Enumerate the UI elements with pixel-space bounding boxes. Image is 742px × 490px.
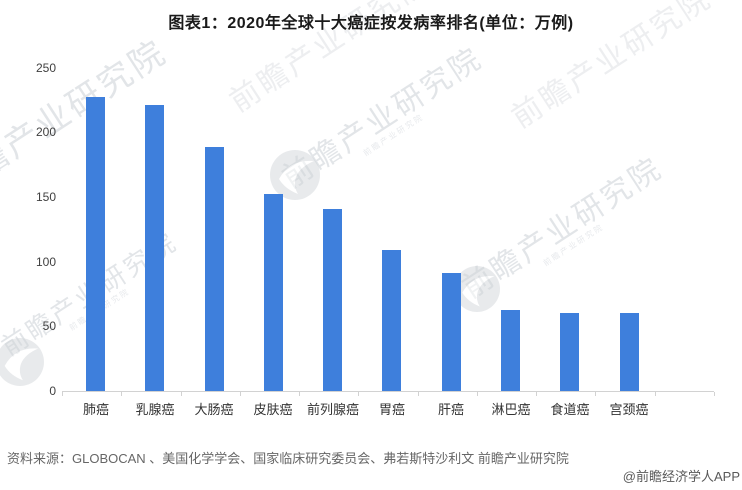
x-axis-line	[62, 391, 714, 392]
x-tick-mark	[655, 392, 656, 396]
x-category-label: 胃癌	[378, 402, 405, 417]
bar	[501, 310, 520, 391]
x-tick-mark	[240, 392, 241, 396]
x-category-label: 大肠癌	[194, 402, 234, 417]
bar	[86, 97, 105, 391]
bar	[442, 273, 461, 391]
x-tick-mark	[121, 392, 122, 396]
y-tick-label: 200	[35, 125, 56, 140]
x-category-label: 淋巴癌	[491, 402, 531, 417]
x-category-label: 肝癌	[437, 402, 464, 417]
x-tick-mark	[358, 392, 359, 396]
x-category-label: 前列腺癌	[306, 402, 359, 417]
bar	[205, 147, 224, 391]
source-note: 资料来源：GLOBOCAN 、美国化学学会、国家临床研究委员会、弗若斯特沙利文 …	[7, 451, 569, 466]
x-tick-mark	[536, 392, 537, 396]
y-tick-label: 150	[35, 190, 56, 205]
y-tick-label: 250	[35, 60, 56, 75]
x-category-label: 皮肤癌	[253, 402, 293, 417]
x-category-label: 食道癌	[550, 402, 590, 417]
x-tick-mark	[181, 392, 182, 396]
x-tick-mark	[299, 392, 300, 396]
y-tick-label: 0	[49, 384, 56, 398]
bar	[382, 250, 401, 391]
x-category-label: 乳腺癌	[135, 402, 175, 417]
bar	[264, 194, 283, 391]
bar	[620, 313, 639, 391]
bar	[145, 105, 164, 391]
x-category-label: 宫颈癌	[609, 402, 649, 417]
x-tick-mark	[477, 392, 478, 396]
x-tick-mark	[418, 392, 419, 396]
bar	[560, 313, 579, 391]
bar	[323, 209, 342, 391]
y-tick-label: 50	[42, 319, 56, 334]
x-tick-mark	[595, 392, 596, 396]
credit-note: @前瞻经济学人APP	[622, 469, 740, 484]
x-tick-mark	[62, 392, 63, 396]
y-tick-label: 100	[35, 254, 56, 269]
x-category-label: 肺癌	[82, 402, 109, 417]
x-tick-mark	[714, 392, 715, 396]
chart-title: 图表1：2020年全球十大癌症按发病率排名(单位：万例)	[168, 15, 574, 32]
